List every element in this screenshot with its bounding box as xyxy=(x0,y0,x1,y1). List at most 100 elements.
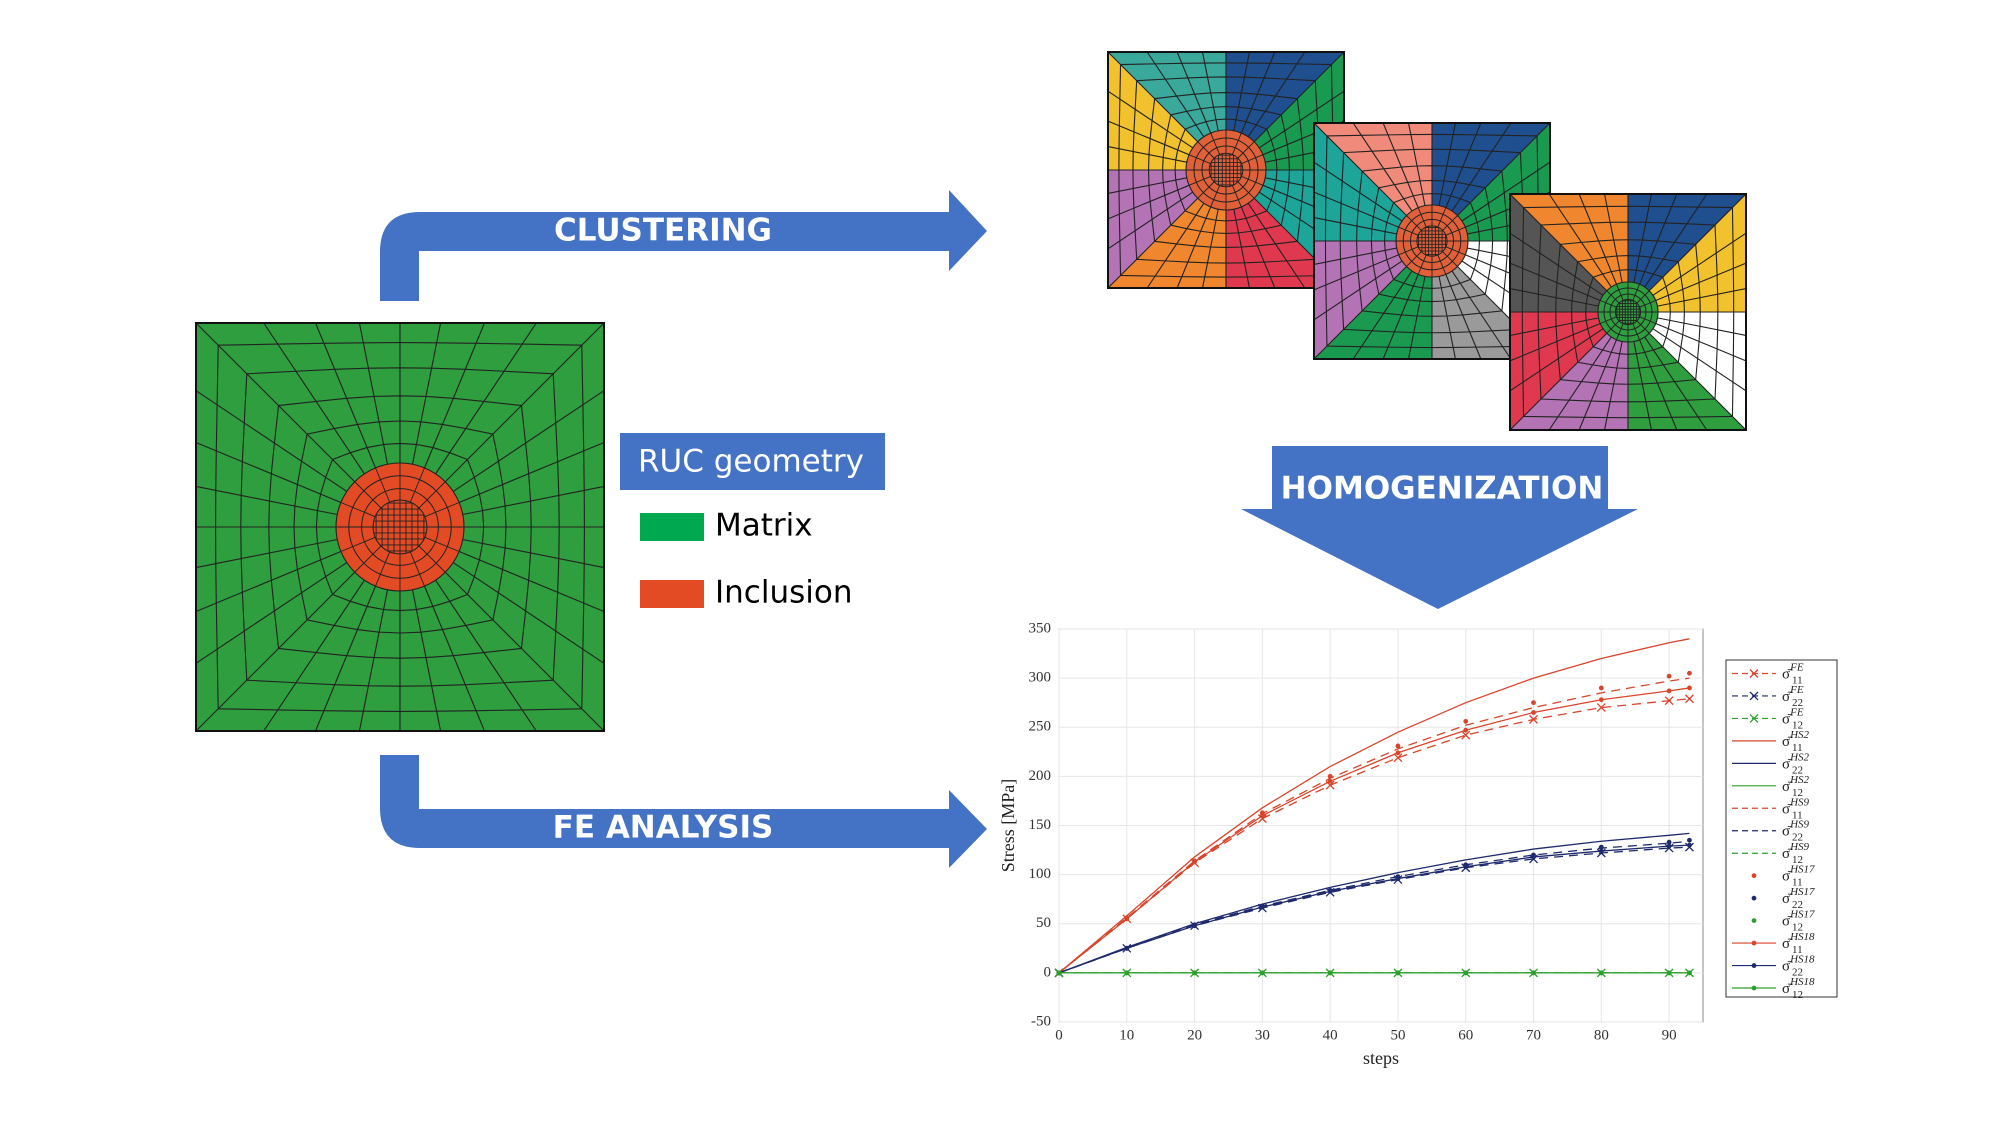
inclusion-line xyxy=(1606,290,1620,304)
series xyxy=(1058,638,1690,974)
legend-symbol: σ̄ xyxy=(1782,892,1793,908)
legend-symbol: σ̄ xyxy=(1782,959,1793,975)
legend-label: σ̄HS18 12 xyxy=(1782,976,1815,1001)
mesh-line xyxy=(1509,232,1604,296)
legend-sup: FE xyxy=(1789,706,1804,718)
mesh-line xyxy=(1313,247,1397,266)
legend-sub: 22 xyxy=(1792,899,1803,911)
x-tick-label: 10 xyxy=(1119,1027,1134,1043)
mesh-line xyxy=(1657,317,1747,337)
inclusion-line xyxy=(1636,320,1650,334)
marker xyxy=(1598,848,1604,854)
inclusion-line xyxy=(1606,320,1620,334)
mesh-line xyxy=(314,585,377,732)
legend-sub: 12 xyxy=(1792,921,1803,933)
y-tick-label: 300 xyxy=(1029,670,1052,686)
mesh-line xyxy=(314,322,377,469)
legend-sub: 11 xyxy=(1792,809,1803,821)
marker xyxy=(1687,842,1692,848)
legend-label: σ̄HS9 11 xyxy=(1782,796,1810,821)
legend-sup: HS17 xyxy=(1789,908,1815,920)
mesh-line xyxy=(1638,339,1678,431)
mesh-line xyxy=(1438,122,1457,206)
inclusion-line xyxy=(1398,226,1419,236)
mesh-line xyxy=(195,550,342,613)
mesh-line xyxy=(1258,90,1345,149)
marker xyxy=(1259,813,1265,819)
inclusion-line xyxy=(424,502,460,518)
marker xyxy=(1192,970,1197,976)
inclusion-line xyxy=(375,467,391,503)
mesh-line xyxy=(452,390,605,492)
marker xyxy=(1598,844,1604,850)
legend-symbol: σ̄ xyxy=(1782,734,1793,750)
mesh-line xyxy=(1509,322,1601,362)
homogenization-label: HOMOGENIZATION xyxy=(1281,471,1604,507)
mesh-line xyxy=(1247,202,1306,289)
legend-sub: 11 xyxy=(1792,674,1803,686)
legend-label: σ̄HS17 11 xyxy=(1782,863,1815,888)
series xyxy=(1056,685,1692,976)
legend-sub: 22 xyxy=(1792,831,1803,843)
marker xyxy=(1327,970,1333,976)
mesh-line xyxy=(1445,122,1482,208)
inclusion-line xyxy=(1241,176,1264,186)
legend-symbol: σ̄ xyxy=(1782,689,1793,705)
legend-entry: σ̄HS17 22 xyxy=(1751,886,1815,911)
legend-box xyxy=(1725,659,1838,998)
inclusion-line xyxy=(1406,251,1422,267)
mesh-line xyxy=(411,322,442,465)
inclusion-line xyxy=(1241,154,1264,164)
mesh-line xyxy=(1638,193,1678,285)
mesh-line xyxy=(1509,317,1599,337)
mesh-line xyxy=(1313,266,1407,360)
legend-sup: FE xyxy=(1789,661,1804,673)
legend-entry: σ̄HS2 12 xyxy=(1732,773,1810,798)
legend-sub: 12 xyxy=(1792,719,1803,731)
mesh-line xyxy=(1313,216,1397,235)
marker xyxy=(1395,970,1401,976)
legend-symbol: σ̄ xyxy=(1782,757,1793,773)
inclusion-swatch xyxy=(640,580,704,608)
legend-sup: HS18 xyxy=(1789,976,1815,988)
marker xyxy=(1666,970,1672,976)
mesh-line xyxy=(1107,177,1187,195)
marker xyxy=(1395,876,1401,881)
mesh-line xyxy=(1578,193,1618,285)
mesh-line xyxy=(1352,270,1413,360)
inclusion-line xyxy=(1237,181,1255,199)
mesh-line xyxy=(195,441,342,504)
mesh-line xyxy=(1445,274,1482,360)
series xyxy=(1056,970,1692,976)
legend-label: σ̄HS9 12 xyxy=(1782,841,1810,866)
inclusion-line xyxy=(1210,185,1220,208)
key-title-box xyxy=(620,433,885,490)
legend-symbol: σ̄ xyxy=(1782,802,1793,818)
mesh-line xyxy=(1146,202,1205,289)
marker xyxy=(1751,985,1757,991)
marker xyxy=(1687,670,1692,676)
legend-sup: HS2 xyxy=(1789,751,1809,763)
clustering-label: CLUSTERING xyxy=(554,213,772,249)
homogenization-arrow xyxy=(1241,446,1638,609)
mesh-line xyxy=(1438,276,1457,360)
legend-entry: σ̄FE 22 xyxy=(1732,683,1804,708)
marker xyxy=(1463,970,1469,976)
marker xyxy=(1751,873,1757,879)
mesh-line xyxy=(1461,161,1551,222)
x-tick-label: 80 xyxy=(1594,1027,1609,1043)
mesh-line xyxy=(1509,328,1604,392)
marker xyxy=(1666,673,1672,679)
legend-entry: σ̄HS2 22 xyxy=(1732,751,1810,776)
mesh-line xyxy=(1578,339,1618,431)
legend-sup: HS18 xyxy=(1789,953,1815,965)
legend-entry: σ̄HS17 11 xyxy=(1751,863,1815,888)
mesh-line xyxy=(444,322,605,483)
legend-sup: HS2 xyxy=(1789,728,1809,740)
mesh-line xyxy=(462,485,605,516)
x-tick-label: 30 xyxy=(1255,1027,1270,1043)
mesh-line xyxy=(1633,341,1653,431)
mesh-line xyxy=(1509,193,1608,292)
legend-sub: 12 xyxy=(1792,854,1803,866)
